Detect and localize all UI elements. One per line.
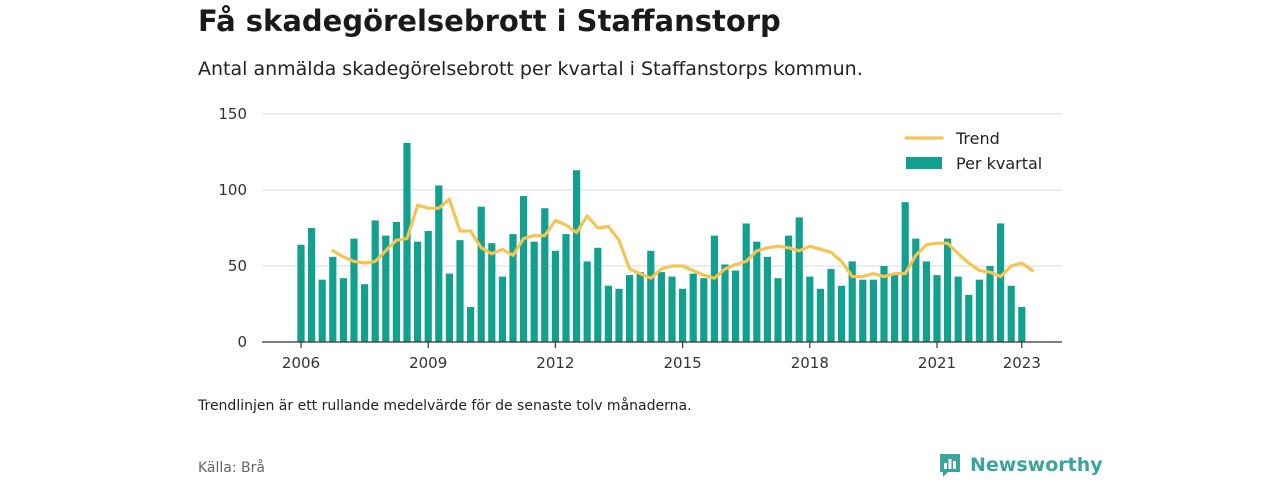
bar <box>869 279 877 342</box>
x-tick-label: 2009 <box>409 354 447 372</box>
chart-title: Få skadegörelsebrott i Staffanstorp <box>198 4 781 38</box>
bar <box>806 276 814 342</box>
y-tick-label: 150 <box>218 105 247 123</box>
bar <box>371 220 379 342</box>
bar <box>891 273 899 342</box>
bar <box>615 288 623 342</box>
footnote: Trendlinjen är ett rullande medelvärde f… <box>198 398 692 414</box>
bar <box>880 266 888 342</box>
bar <box>361 284 369 342</box>
bar <box>551 250 559 342</box>
trend-series <box>331 197 1035 280</box>
bar <box>997 223 1005 342</box>
bar <box>297 244 305 342</box>
bar <box>530 241 538 342</box>
bar <box>424 231 432 342</box>
bar <box>933 275 941 342</box>
bar <box>710 235 718 342</box>
bar <box>838 285 846 342</box>
bar <box>403 142 411 342</box>
x-tick-label: 2015 <box>664 354 702 372</box>
bar <box>965 294 973 342</box>
bar <box>329 256 337 342</box>
bar <box>922 261 930 342</box>
source-label: Källa: Brå <box>198 460 265 476</box>
bar <box>816 288 824 342</box>
bar <box>583 261 591 342</box>
bar <box>668 276 676 342</box>
y-tick-label: 0 <box>237 333 247 351</box>
bar <box>435 185 443 342</box>
chart: 0 50 100 150 2006 2009 2012 2015 2018 2021 2023 T… <box>218 105 1062 372</box>
x-tick-label: 2012 <box>536 354 574 372</box>
chart-subtitle: Antal anmälda skadegörelsebrott per kvar… <box>198 58 863 80</box>
x-tick-label: 2018 <box>791 354 829 372</box>
bar <box>636 272 644 342</box>
bar <box>350 238 358 342</box>
bar <box>1007 285 1015 342</box>
bar <box>795 217 803 342</box>
bar <box>954 276 962 342</box>
bar <box>753 241 761 342</box>
bar <box>414 241 422 342</box>
bar <box>721 264 729 342</box>
x-tick-label: 2023 <box>1003 354 1041 372</box>
trend-line <box>331 197 1035 280</box>
bar <box>944 238 952 342</box>
bar <box>488 243 496 342</box>
bar <box>339 278 347 342</box>
legend-bar-swatch <box>906 157 942 169</box>
bar <box>520 196 528 342</box>
bar <box>445 273 453 342</box>
bar <box>1018 307 1026 342</box>
x-tick-label: 2021 <box>918 354 956 372</box>
brand-name: Newsworthy <box>970 454 1103 476</box>
bar <box>742 223 750 342</box>
bar <box>785 235 793 342</box>
bar <box>986 266 994 342</box>
bar <box>541 208 549 342</box>
bar <box>382 235 390 342</box>
bar <box>498 276 506 342</box>
bar <box>308 228 316 342</box>
bar <box>509 234 517 342</box>
bar <box>594 247 602 342</box>
bar <box>700 278 708 342</box>
legend: Trend Per kvartal <box>904 129 1042 173</box>
bar <box>562 234 570 342</box>
bar <box>318 279 326 342</box>
bar <box>647 250 655 342</box>
y-axis-labels: 0 50 100 150 <box>218 105 247 351</box>
bar <box>626 275 634 342</box>
bar <box>859 279 867 342</box>
bar <box>912 238 920 342</box>
bar <box>732 270 740 342</box>
brand-logo[interactable]: Newsworthy <box>938 452 1103 478</box>
bar <box>456 240 464 342</box>
bar-series <box>297 142 1026 342</box>
bar <box>975 279 983 342</box>
bar <box>689 273 697 342</box>
x-tick-label: 2006 <box>282 354 320 372</box>
legend-trend-label: Trend <box>955 129 1000 148</box>
bar <box>573 170 581 342</box>
bar <box>392 221 400 342</box>
bar <box>477 206 485 342</box>
x-axis-ticks: 2006 2009 2012 2015 2018 2021 2023 <box>282 342 1041 372</box>
y-tick-label: 50 <box>228 257 247 275</box>
bar <box>657 272 665 342</box>
y-tick-label: 100 <box>218 181 247 199</box>
bar <box>604 285 612 342</box>
bar <box>763 256 771 342</box>
bar <box>827 269 835 342</box>
bar <box>848 261 856 342</box>
bar-chart-badge-icon <box>940 454 960 477</box>
bar <box>774 278 782 342</box>
bar <box>679 288 687 342</box>
legend-bar-label: Per kvartal <box>956 154 1042 173</box>
bar <box>467 307 475 342</box>
